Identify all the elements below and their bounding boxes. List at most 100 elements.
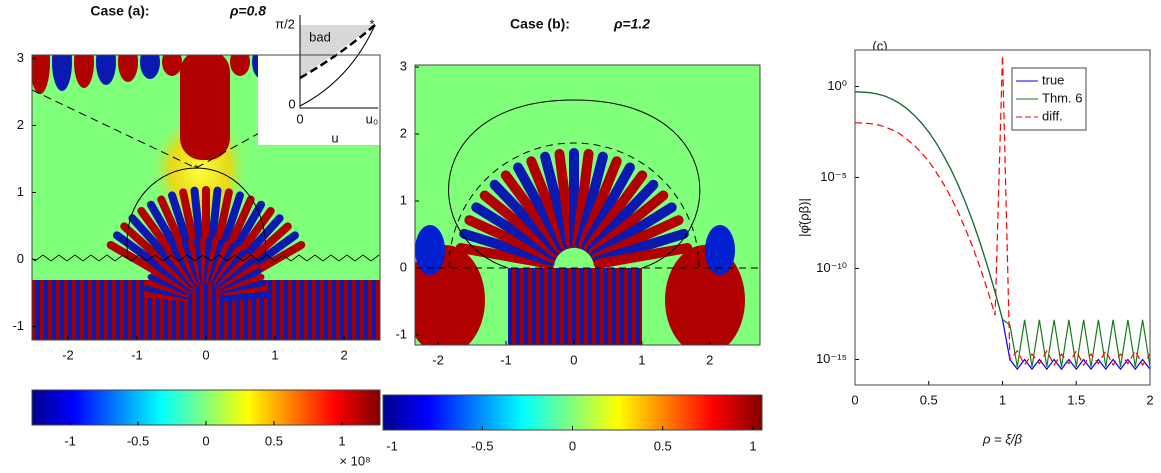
inset-label: u₀ — [366, 111, 379, 126]
heatmap-stripe — [575, 151, 608, 249]
heatmap-lobe — [74, 55, 94, 88]
colorbar-tick-label: -0.5 — [127, 433, 149, 448]
heatmap-stripe — [500, 170, 565, 253]
x-tick-label: 1 — [999, 392, 1006, 407]
heatmap-stripe — [455, 243, 555, 269]
x-tick-label: 2 — [340, 347, 347, 362]
colorbar-tick-label: 1 — [338, 433, 345, 448]
legend-label: Thm. 6 — [1042, 90, 1082, 105]
chart-title: Case (b): — [510, 16, 570, 32]
heatmap-lobe — [96, 55, 116, 85]
heatmap-stripe — [513, 162, 567, 252]
heatmap-b — [415, 65, 760, 345]
colorbar-tick-label: -1 — [64, 433, 76, 448]
heatmap-stripe — [540, 151, 573, 249]
colorbar-tick-label: 1 — [749, 438, 756, 453]
heatmap-stripe — [572, 148, 594, 249]
y-axis-label: |φ̂(ρβ)| — [796, 198, 811, 237]
inset-label: bad — [309, 29, 331, 44]
x-tick-label: 1.5 — [1067, 392, 1085, 407]
legend-label: true — [1042, 72, 1064, 87]
heatmap-stripe — [578, 156, 622, 250]
x-tick-label: -1 — [500, 352, 512, 367]
heatmap-lobe — [52, 55, 72, 91]
heatmap-stripe — [588, 190, 669, 258]
heatmap-lobe — [162, 55, 182, 76]
y-tick-label: 10⁰ — [827, 78, 847, 93]
heatmap-stripe — [590, 202, 677, 260]
heatmap-stripe — [526, 156, 570, 250]
axes-frame — [854, 49, 1151, 386]
steepest-path — [415, 142, 760, 269]
y-tick-label: 3 — [400, 58, 407, 73]
colorbar — [382, 394, 763, 431]
inset-label: π/2 — [275, 16, 295, 31]
x-tick-label: 0 — [202, 347, 209, 362]
heatmap-stripe — [586, 179, 659, 255]
y-tick-label: 10⁻¹⁰ — [816, 260, 847, 275]
x-tick-label: 2 — [1146, 392, 1153, 407]
branch-cut — [32, 254, 380, 262]
heatmap-stripe — [591, 215, 684, 263]
colorbar-tick-label: 0.5 — [265, 433, 283, 448]
colorbar-scale: × 10⁸ — [339, 453, 370, 468]
heatmap-stripe — [459, 228, 556, 266]
y-tick-label: 0 — [400, 259, 407, 274]
colorbar-tick-label: -1 — [386, 438, 398, 453]
colorbar-tick-label: -0.5 — [471, 438, 493, 453]
inset-label: 0 — [288, 96, 295, 111]
svg-text:*: * — [369, 16, 374, 31]
inset-background — [258, 0, 383, 145]
x-tick-label: -1 — [131, 347, 143, 362]
heatmap-lobe — [140, 55, 160, 79]
heatmap-stripe — [464, 215, 557, 263]
axes-frame — [414, 64, 761, 346]
y-tick-label: 1 — [17, 184, 24, 199]
x-tick-label: 2 — [706, 352, 713, 367]
heatmap-stripe — [592, 228, 689, 266]
chart-subtitle: ρ=0.8 — [229, 3, 266, 19]
y-tick-label: 3 — [17, 50, 24, 65]
plot-area — [855, 50, 1150, 385]
heatmap-stripe-block — [508, 268, 642, 345]
contour — [126, 167, 267, 259]
y-tick-label: 0 — [17, 251, 24, 266]
y-tick-label: 2 — [17, 117, 24, 132]
x-tick-label: -2 — [62, 347, 74, 362]
axes-frame — [31, 54, 381, 341]
y-tick-label: 10⁻¹⁵ — [816, 351, 847, 366]
x-axis-label: ρ = ξ/β — [982, 431, 1023, 446]
heatmap-stripe — [489, 179, 562, 255]
inset-label: u — [331, 130, 338, 145]
heatmap-lobe — [32, 55, 50, 94]
heatmap-lobe — [230, 55, 250, 76]
x-tick-label: 0 — [851, 392, 858, 407]
y-tick-label: -1 — [12, 318, 24, 333]
series-line — [854, 91, 1151, 367]
colorbar-tick-label: 0 — [569, 438, 576, 453]
x-tick-label: 0.5 — [920, 392, 938, 407]
y-tick-label: 10⁻⁵ — [820, 169, 847, 184]
heatmap-stripe — [554, 148, 576, 249]
saddle: * — [193, 161, 198, 176]
heatmap-stripe — [479, 190, 560, 258]
x-tick-label: 1 — [638, 352, 645, 367]
x-tick-label: 0 — [570, 352, 577, 367]
inset-label: 0 — [296, 111, 303, 126]
contour — [448, 99, 701, 269]
colorbar — [31, 389, 381, 426]
y-tick-label: 1 — [400, 192, 407, 207]
colorbar-tick-label: 0.5 — [654, 438, 672, 453]
y-tick-label: 2 — [400, 125, 407, 140]
heatmap-lobe — [118, 55, 138, 82]
y-tick-label: -1 — [395, 326, 407, 341]
heatmap-stripe — [581, 162, 635, 252]
heatmap-stripe — [222, 291, 269, 302]
chart-title: Case (a): — [90, 3, 149, 19]
chart-subtitle: ρ=1.2 — [613, 16, 650, 32]
heatmap-stripe — [471, 202, 558, 260]
colorbar-tick-label: 0 — [202, 433, 209, 448]
legend-label: diff. — [1042, 108, 1063, 123]
x-tick-label: -2 — [432, 352, 444, 367]
